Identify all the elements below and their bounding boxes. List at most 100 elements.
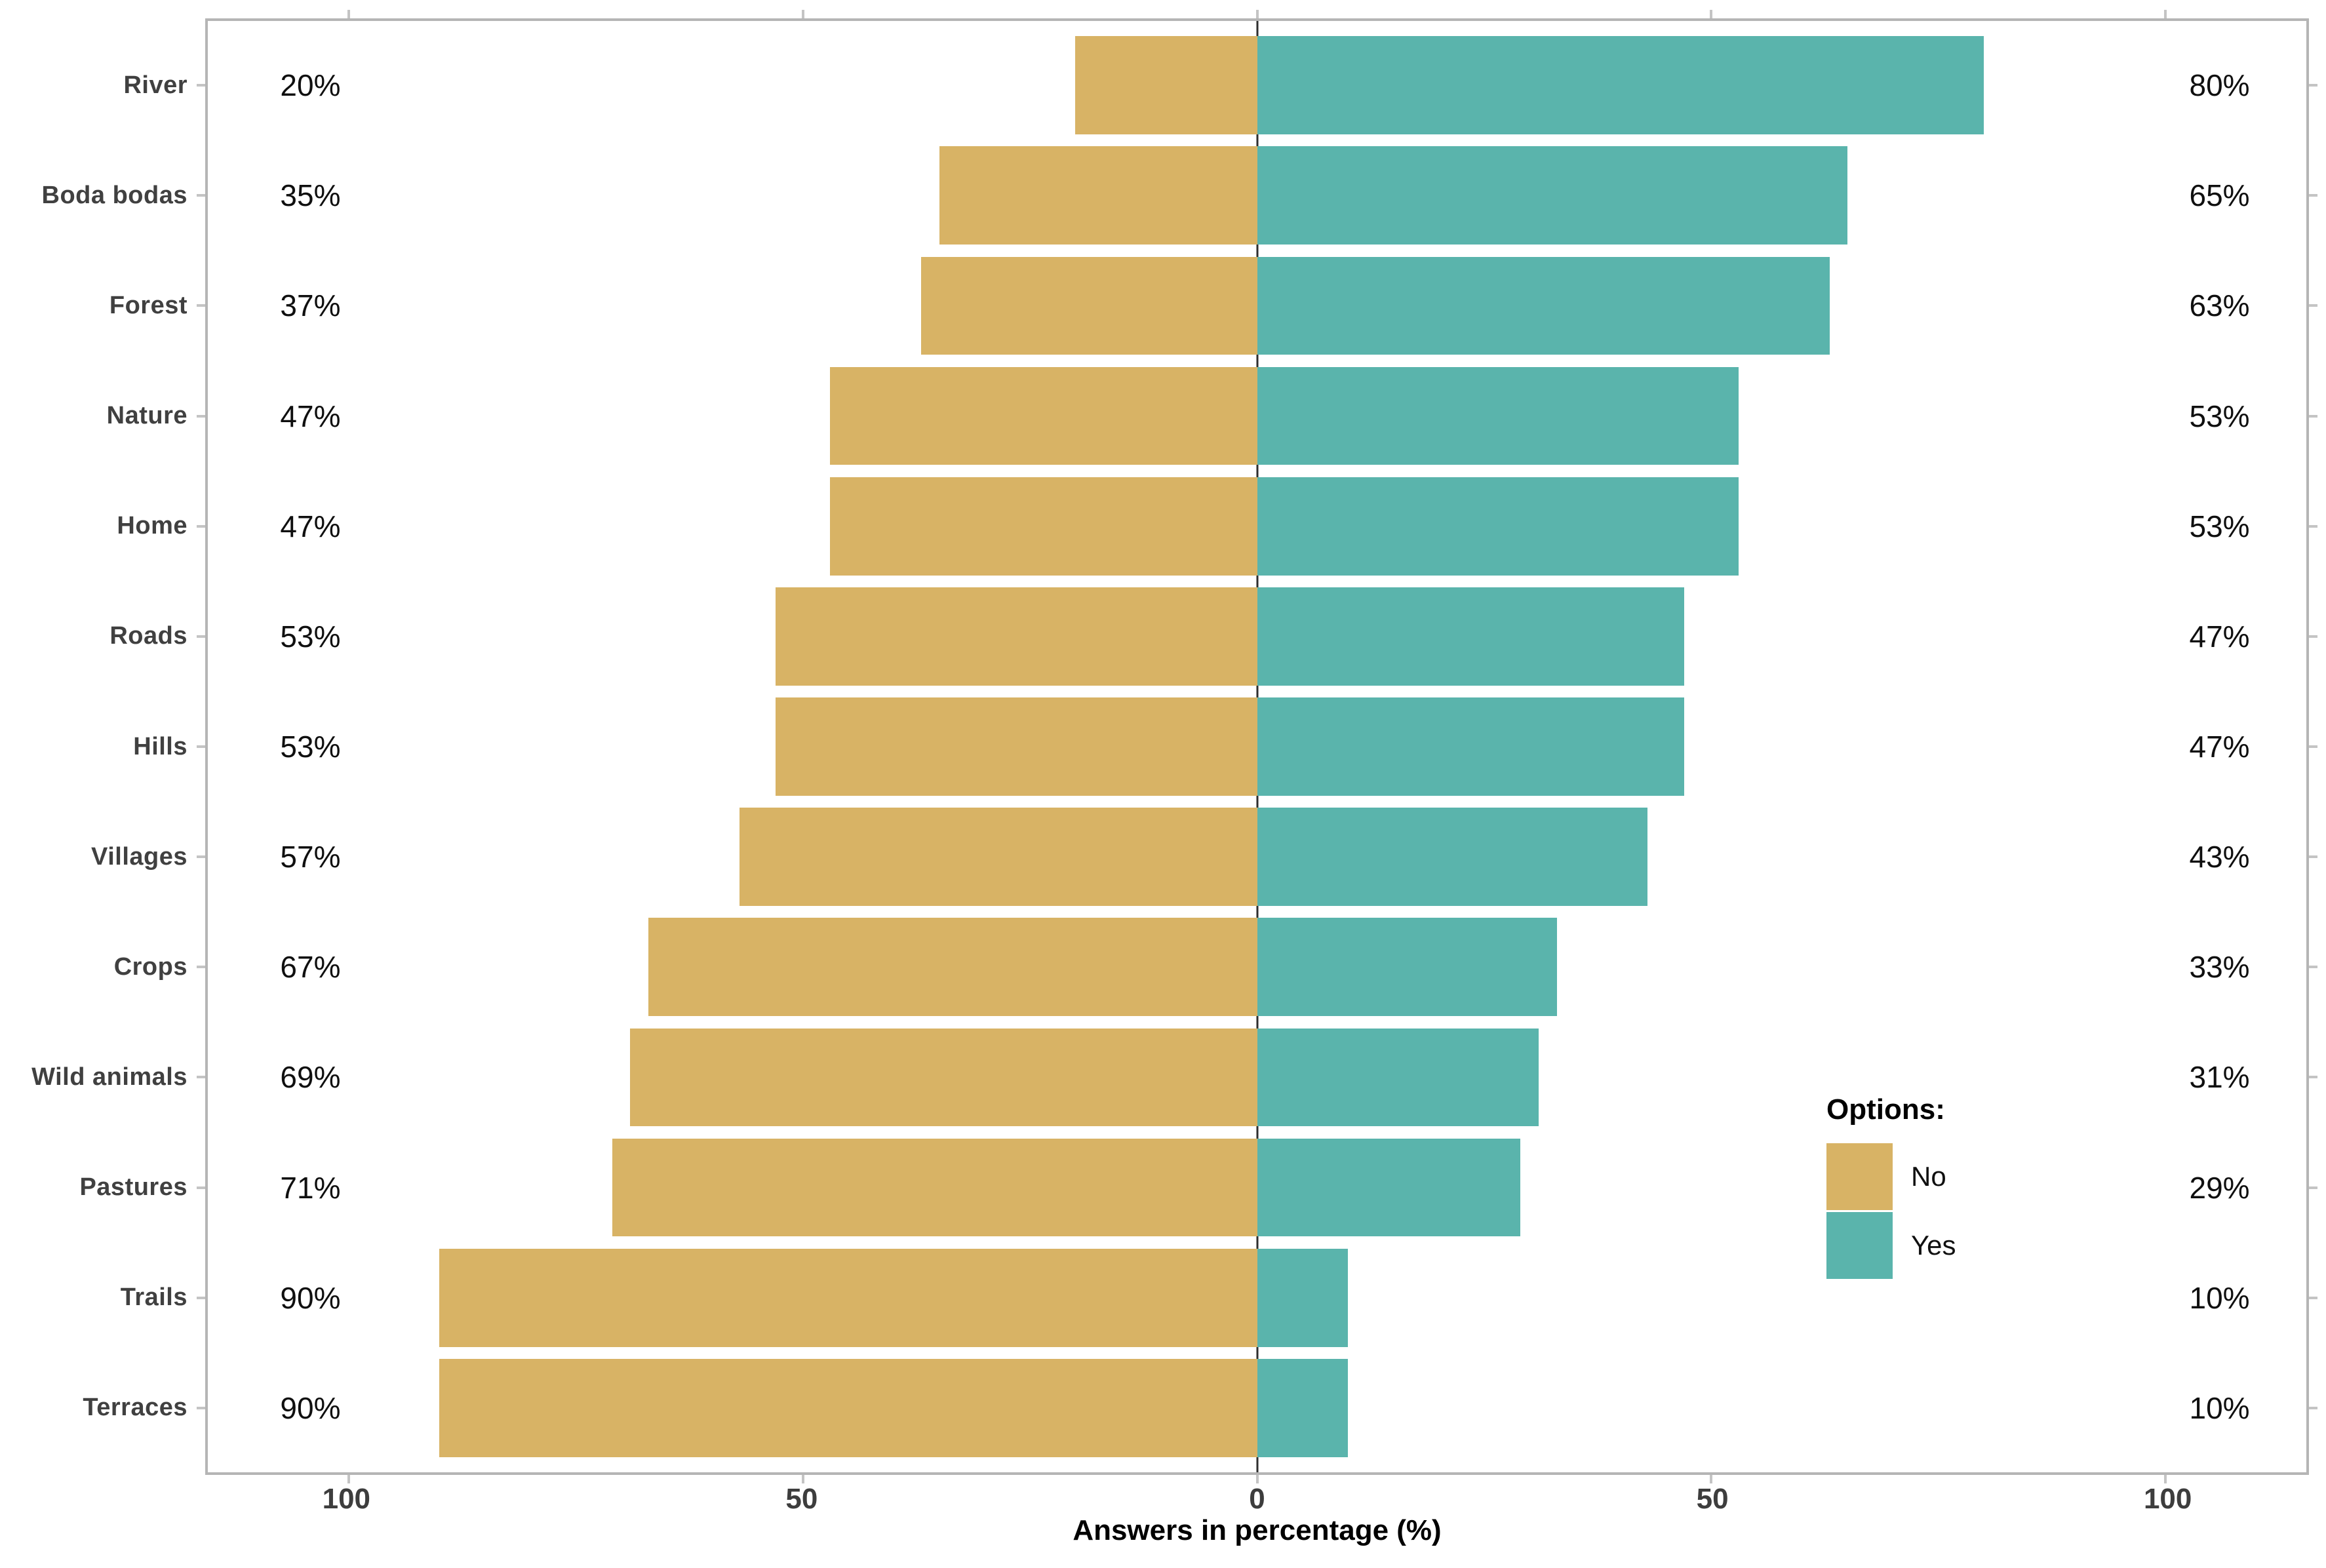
bar-no	[739, 808, 1257, 907]
legend-swatch	[1826, 1143, 1893, 1210]
value-label-yes: 65%	[2189, 178, 2250, 213]
chart-row: 90% 10%	[208, 1353, 2306, 1463]
chart-row: 47% 53%	[208, 471, 2306, 581]
legend-entry-label: No	[1911, 1161, 1946, 1192]
y-axis-tick	[2309, 414, 2317, 418]
y-axis-tick	[2309, 1296, 2317, 1299]
value-label-yes: 47%	[2189, 730, 2250, 764]
x-axis-tick-labels: 100 50 0 50 100	[205, 1483, 2309, 1518]
bar-yes	[1257, 587, 1684, 686]
plot-panel: 20% 80% 35% 65% 37% 63% 47% 53% 47% 53% 53% 47% 53% 4…	[197, 10, 2317, 1483]
value-label-yes: 53%	[2189, 509, 2250, 543]
bar-no	[1075, 36, 1257, 134]
y-axis-tick	[197, 1296, 205, 1299]
x-tick-label: 0	[1249, 1483, 1265, 1515]
x-axis-tick	[801, 1475, 804, 1483]
y-axis-tick	[2309, 855, 2317, 859]
y-axis-tick	[2309, 1186, 2317, 1189]
bar-no	[939, 146, 1257, 245]
legend: Options: No Yes	[1826, 1093, 1956, 1281]
x-axis-tick	[347, 1475, 350, 1483]
legend-entry: Yes	[1826, 1212, 1956, 1279]
y-axis-tick	[2309, 194, 2317, 197]
bar-yes	[1257, 477, 1739, 576]
value-label-no: 71%	[280, 1170, 341, 1205]
bar-yes	[1257, 256, 1830, 355]
category-label: River	[123, 71, 187, 99]
value-label-no: 69%	[280, 1060, 341, 1095]
bar-yes	[1257, 918, 1557, 1017]
value-label-no: 20%	[280, 68, 341, 103]
bar-no	[439, 1359, 1257, 1457]
y-axis-tick	[197, 524, 205, 528]
y-axis-tick	[197, 414, 205, 418]
bar-yes	[1257, 146, 1848, 245]
value-label-yes: 47%	[2189, 619, 2250, 654]
x-tick-label: 100	[322, 1483, 371, 1515]
value-label-no: 35%	[280, 178, 341, 213]
chart-row: 71% 29%	[208, 1133, 2306, 1243]
y-axis-tick	[197, 1076, 205, 1079]
category-label: Wild animals	[31, 1063, 187, 1091]
x-axis-tick	[801, 10, 804, 18]
bar-yes	[1257, 1028, 1539, 1127]
x-axis-tick	[1255, 10, 1259, 18]
chart-row: 35% 65%	[208, 140, 2306, 250]
category-label: Crops	[113, 952, 187, 981]
y-axis-tick	[197, 1406, 205, 1409]
category-label: Forest	[109, 291, 187, 319]
y-axis-tick	[2309, 745, 2317, 748]
category-label: Pastures	[79, 1173, 187, 1202]
bar-yes	[1257, 1138, 1521, 1237]
y-axis-tick	[2309, 524, 2317, 528]
value-label-no: 37%	[280, 288, 341, 323]
value-label-no: 67%	[280, 950, 341, 985]
y-axis-tick	[197, 966, 205, 969]
value-label-yes: 31%	[2189, 1060, 2250, 1095]
value-label-yes: 53%	[2189, 399, 2250, 433]
legend-swatch	[1826, 1212, 1893, 1279]
bar-no	[830, 366, 1257, 465]
bar-yes	[1257, 1248, 1349, 1347]
value-label-yes: 63%	[2189, 288, 2250, 323]
category-label: Trails	[120, 1284, 187, 1312]
chart-row: 69% 31%	[208, 1022, 2306, 1132]
value-label-no: 53%	[280, 619, 341, 654]
value-label-yes: 43%	[2189, 840, 2250, 874]
category-label: Terraces	[83, 1394, 187, 1422]
chart-row: 53% 47%	[208, 581, 2306, 692]
legend-entries: No Yes	[1826, 1143, 1956, 1279]
chart-row: 20% 80%	[208, 30, 2306, 140]
bar-no	[648, 918, 1257, 1017]
x-axis-tick	[1255, 1475, 1259, 1483]
bar-yes	[1257, 366, 1739, 465]
y-axis-tick	[197, 745, 205, 748]
x-axis-tick	[347, 10, 350, 18]
value-label-yes: 33%	[2189, 950, 2250, 985]
x-axis-tick	[1710, 10, 1713, 18]
bar-no	[630, 1028, 1257, 1127]
bar-no	[776, 587, 1257, 686]
legend-entry-label: Yes	[1911, 1230, 1956, 1261]
chart-row: 47% 53%	[208, 361, 2306, 471]
value-label-no: 47%	[280, 509, 341, 543]
y-axis-tick	[2309, 1076, 2317, 1079]
y-axis-tick	[2309, 84, 2317, 87]
category-label: Hills	[133, 732, 187, 760]
bar-yes	[1257, 808, 1648, 907]
chart-row: 57% 43%	[208, 802, 2306, 912]
value-label-no: 90%	[280, 1390, 341, 1425]
y-axis-tick	[2309, 966, 2317, 969]
value-label-no: 47%	[280, 399, 341, 433]
x-tick-label: 50	[785, 1483, 818, 1515]
y-axis-tick	[2309, 635, 2317, 638]
y-axis-tick	[197, 855, 205, 859]
value-label-no: 57%	[280, 840, 341, 874]
bar-no	[830, 477, 1257, 576]
category-label: Villages	[91, 842, 187, 871]
category-label: Roads	[109, 622, 187, 650]
value-label-no: 53%	[280, 730, 341, 764]
x-axis-title: Answers in percentage (%)	[1073, 1514, 1442, 1546]
category-label: Nature	[106, 402, 187, 430]
